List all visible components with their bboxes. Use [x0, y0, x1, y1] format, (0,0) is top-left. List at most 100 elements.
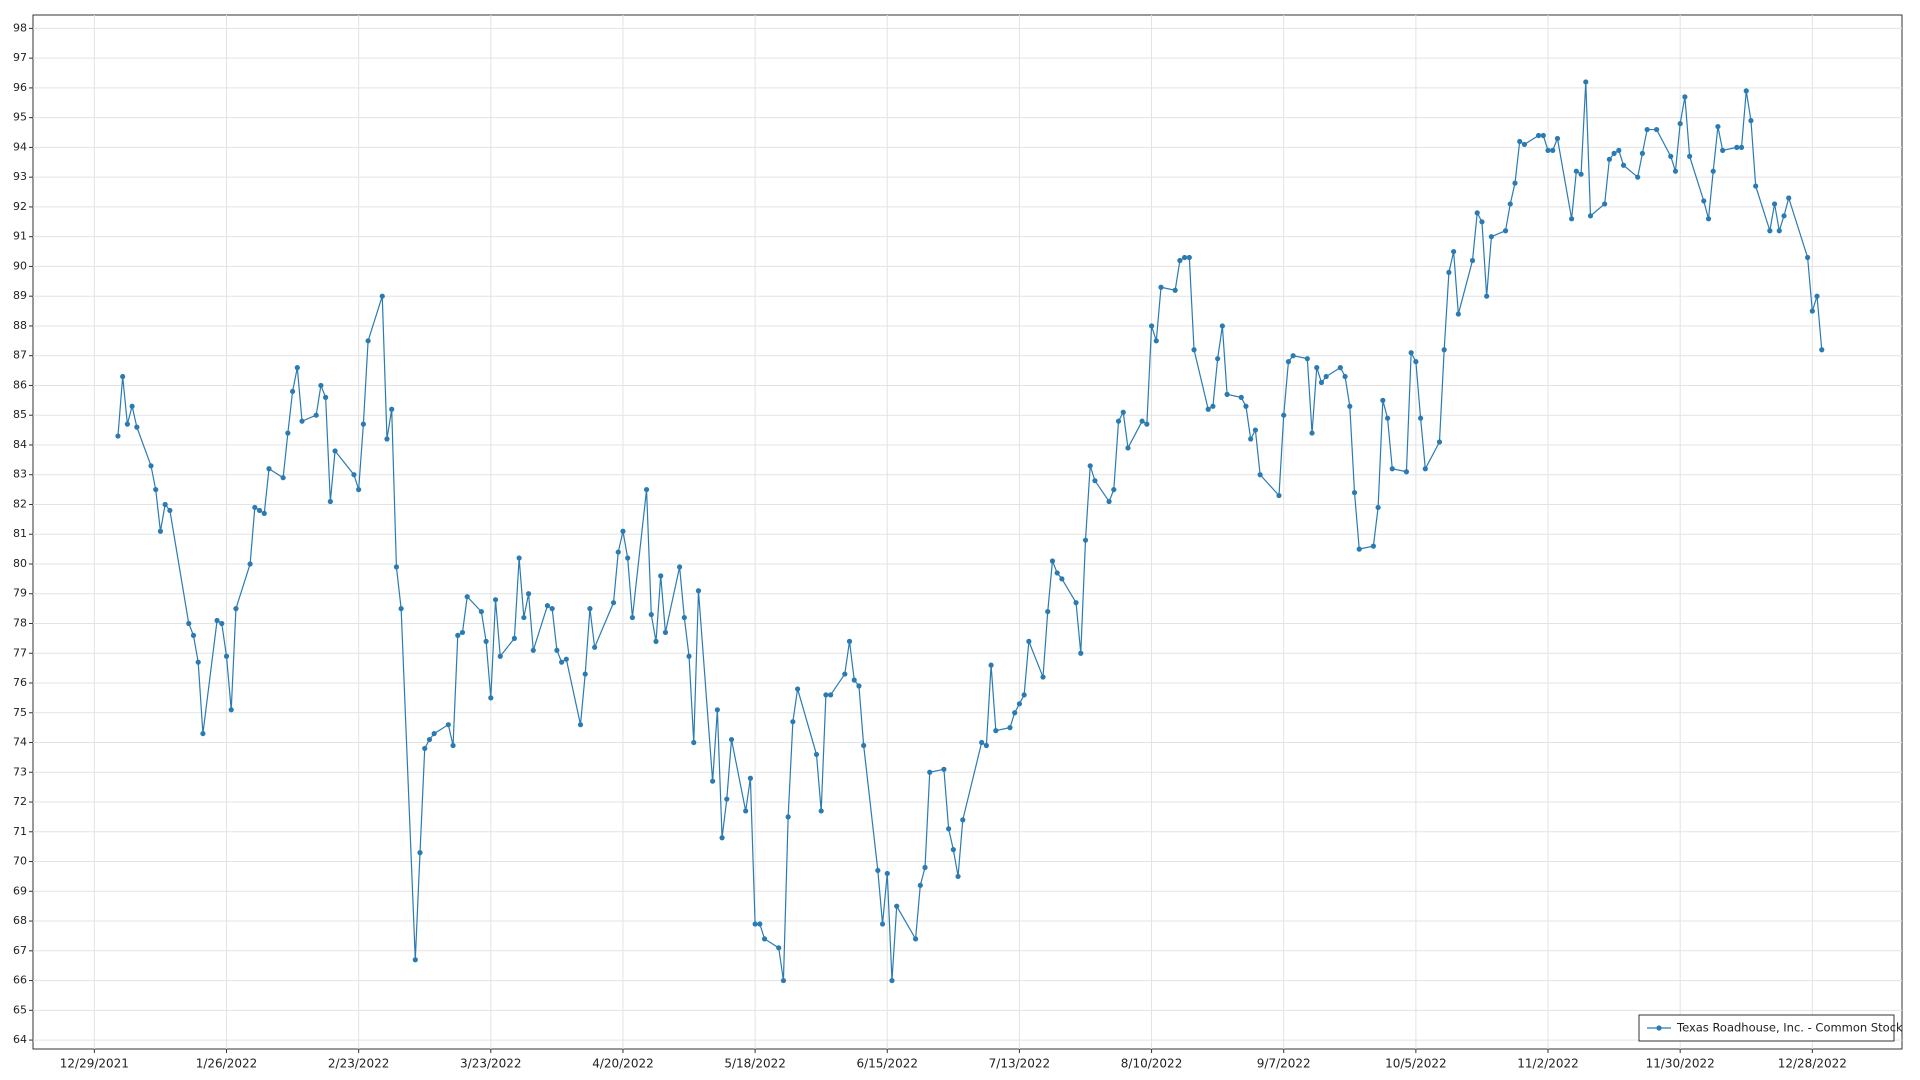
data-point — [960, 817, 966, 823]
data-point — [233, 606, 239, 612]
data-point — [521, 614, 527, 621]
y-tick-label: 70 — [13, 855, 27, 868]
data-point — [455, 632, 461, 639]
y-tick-label: 93 — [13, 170, 27, 183]
data-point — [1144, 421, 1150, 427]
data-point — [1521, 141, 1528, 148]
legend: Texas Roadhouse, Inc. - Common Stock — [1638, 1014, 1903, 1042]
data-point — [256, 507, 263, 514]
data-point — [1257, 472, 1263, 478]
y-tick-label: 75 — [13, 706, 27, 719]
data-point — [1243, 403, 1249, 409]
data-point — [757, 921, 763, 927]
data-point — [658, 573, 664, 579]
data-point — [459, 629, 466, 636]
y-tick-label: 84 — [13, 438, 27, 451]
data-point — [946, 826, 952, 832]
data-point — [554, 647, 560, 653]
y-tick-label: 94 — [13, 140, 27, 153]
y-tick-label: 95 — [13, 111, 27, 124]
y-tick-label: 65 — [13, 1003, 27, 1016]
data-point — [1781, 213, 1787, 219]
data-point — [1479, 219, 1485, 225]
data-point — [1281, 412, 1287, 418]
data-point — [1710, 168, 1716, 174]
data-point — [719, 835, 725, 841]
data-point — [1054, 570, 1060, 576]
data-point — [1682, 94, 1688, 100]
data-point — [1451, 248, 1457, 255]
data-point — [983, 742, 989, 749]
data-point — [1323, 373, 1329, 380]
data-point — [1616, 147, 1622, 153]
data-point — [979, 739, 985, 746]
data-point — [1809, 308, 1815, 314]
data-point — [1347, 403, 1353, 409]
data-point — [1210, 403, 1216, 409]
y-tick-label: 67 — [13, 944, 27, 957]
data-point — [1351, 489, 1358, 496]
data-point — [422, 745, 428, 752]
data-point — [488, 695, 494, 701]
data-point — [856, 683, 862, 689]
y-tick-label: 90 — [13, 259, 27, 272]
data-point — [1026, 638, 1032, 644]
data-point — [643, 486, 650, 493]
data-point — [695, 588, 702, 594]
data-point — [922, 864, 928, 871]
x-tick-label: 12/28/2022 — [1778, 1057, 1847, 1071]
data-point — [223, 653, 230, 659]
data-point — [950, 847, 956, 853]
y-tick-label: 88 — [13, 319, 27, 332]
data-point — [1403, 469, 1410, 475]
data-point — [1092, 478, 1098, 484]
data-point — [1545, 147, 1551, 153]
x-tick-label: 3/23/2022 — [460, 1057, 522, 1071]
data-point — [200, 730, 206, 737]
data-point — [464, 594, 470, 600]
data-point — [360, 421, 366, 427]
data-point — [412, 957, 418, 963]
data-point — [1290, 353, 1296, 359]
data-point — [1224, 391, 1230, 397]
data-point — [1743, 88, 1749, 94]
data-point — [794, 686, 801, 692]
data-point — [1805, 254, 1811, 261]
data-point — [1540, 132, 1546, 139]
data-point — [1469, 257, 1476, 264]
y-tick-label: 64 — [13, 1033, 27, 1046]
data-point — [393, 564, 400, 570]
data-point — [1644, 126, 1650, 133]
data-point — [219, 620, 225, 627]
y-tick-label: 92 — [13, 200, 27, 213]
x-tick-label: 10/5/2022 — [1385, 1057, 1447, 1071]
data-point — [1569, 216, 1575, 222]
data-point — [1653, 126, 1660, 133]
data-point — [894, 903, 900, 909]
data-point — [559, 659, 565, 665]
y-tick-label: 89 — [13, 289, 27, 302]
data-point — [1408, 350, 1414, 356]
data-point — [1734, 144, 1740, 151]
data-point — [828, 692, 834, 698]
data-point — [1422, 466, 1428, 472]
data-point — [1606, 156, 1612, 162]
data-point — [1049, 558, 1056, 564]
legend-label: Texas Roadhouse, Inc. - Common Stock — [1676, 1021, 1903, 1035]
data-point — [332, 448, 338, 454]
data-point — [247, 561, 253, 567]
data-point — [1205, 406, 1211, 412]
data-point — [129, 403, 135, 409]
y-tick-label: 83 — [13, 468, 27, 481]
data-point — [823, 692, 829, 698]
data-point — [1635, 174, 1641, 180]
data-point — [780, 977, 787, 984]
data-point — [1078, 650, 1084, 656]
data-point — [1139, 418, 1145, 424]
data-point — [1786, 195, 1792, 201]
y-tick-label: 82 — [13, 497, 27, 510]
data-point — [1611, 150, 1617, 156]
data-point — [148, 463, 154, 469]
data-point — [426, 736, 433, 743]
